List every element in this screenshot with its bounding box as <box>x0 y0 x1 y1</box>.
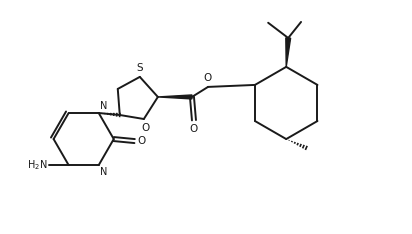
Text: O: O <box>137 136 145 146</box>
Text: N: N <box>101 167 108 177</box>
Text: O: O <box>203 73 211 83</box>
Text: O: O <box>141 123 149 133</box>
Text: S: S <box>136 63 143 73</box>
Polygon shape <box>286 38 290 67</box>
Polygon shape <box>158 95 192 99</box>
Text: N: N <box>101 101 108 111</box>
Text: O: O <box>190 124 198 134</box>
Text: H$_2$N: H$_2$N <box>27 158 48 172</box>
